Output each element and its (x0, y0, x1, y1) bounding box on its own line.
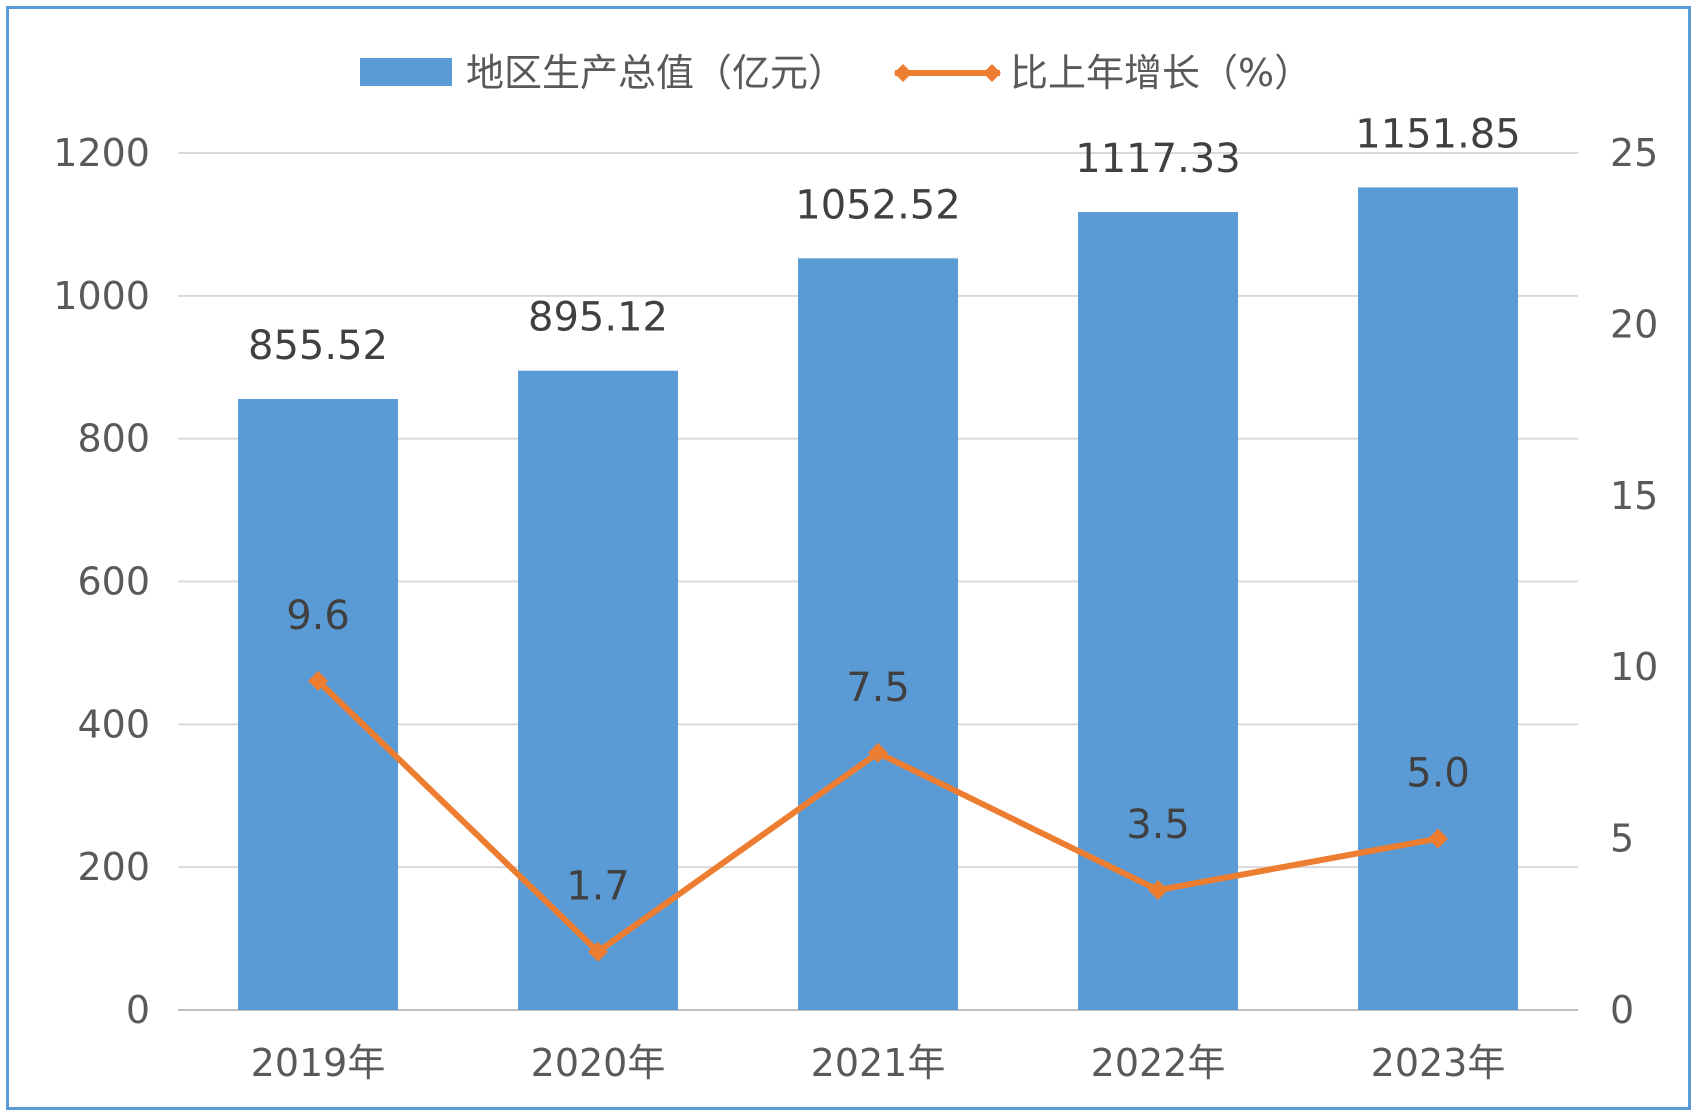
y-left-tick-label: 1200 (53, 131, 150, 175)
legend-label-line: 比上年增长（%） (1010, 51, 1312, 95)
y-left-tick-label: 800 (77, 417, 150, 461)
bar-data-label: 1052.52 (795, 182, 960, 228)
bar-data-label: 855.52 (248, 323, 388, 369)
x-tick-label: 2019年 (251, 1041, 386, 1085)
y-right-tick-label: 10 (1610, 645, 1658, 689)
y-left-tick-label: 200 (77, 845, 150, 889)
bar (238, 399, 398, 1011)
line-data-label: 9.6 (286, 593, 350, 639)
line-point (308, 670, 328, 691)
bar (798, 258, 958, 1010)
y-right-tick-label: 20 (1610, 302, 1658, 346)
legend-line-marker-right (983, 64, 1001, 82)
bar (1078, 212, 1238, 1010)
legend-label-bar: 地区生产总值（亿元） (466, 51, 846, 95)
legend-swatch-bar (360, 58, 452, 86)
line-point (1428, 828, 1448, 849)
y-right-tick-label: 0 (1610, 988, 1634, 1032)
y-left-tick-label: 400 (77, 702, 150, 746)
y-right-tick-label: 5 (1610, 817, 1634, 861)
y-left-tick-label: 1000 (53, 274, 150, 318)
legend-line-marker-left (894, 64, 912, 82)
x-tick-label: 2021年 (811, 1041, 946, 1085)
x-tick-label: 2023年 (1371, 1041, 1506, 1085)
axes: 0 200 400 600 800 1000 1200 0 5 10 15 20 25 2019年 2020… (53, 131, 1658, 1085)
x-tick-label: 2020年 (531, 1041, 666, 1085)
x-tick-label: 2022年 (1091, 1041, 1226, 1085)
line-series (308, 670, 1448, 962)
line-data-label: 1.7 (566, 864, 630, 910)
data-labels: 855.52 895.12 1052.52 1117.33 1151.85 9.6 1.7 7… (248, 111, 1521, 909)
bar-data-label: 895.12 (528, 295, 668, 341)
line-data-label: 5.0 (1406, 751, 1470, 797)
line-data-label: 7.5 (846, 665, 910, 711)
line-point (588, 941, 608, 962)
y-right-tick-label: 15 (1610, 474, 1658, 518)
y-left-tick-label: 600 (77, 560, 150, 604)
bar-series (238, 187, 1518, 1011)
bar-data-label: 1151.85 (1355, 111, 1520, 157)
line-point (1148, 880, 1168, 901)
line-data-label: 3.5 (1126, 802, 1190, 848)
legend: 地区生产总值（亿元） 比上年增长（%） (360, 51, 1312, 95)
y-left-tick-label: 0 (126, 988, 150, 1032)
bar (1358, 187, 1518, 1010)
y-right-tick-label: 25 (1610, 131, 1658, 175)
bar-data-label: 1117.33 (1075, 136, 1240, 182)
line-point (868, 742, 888, 763)
